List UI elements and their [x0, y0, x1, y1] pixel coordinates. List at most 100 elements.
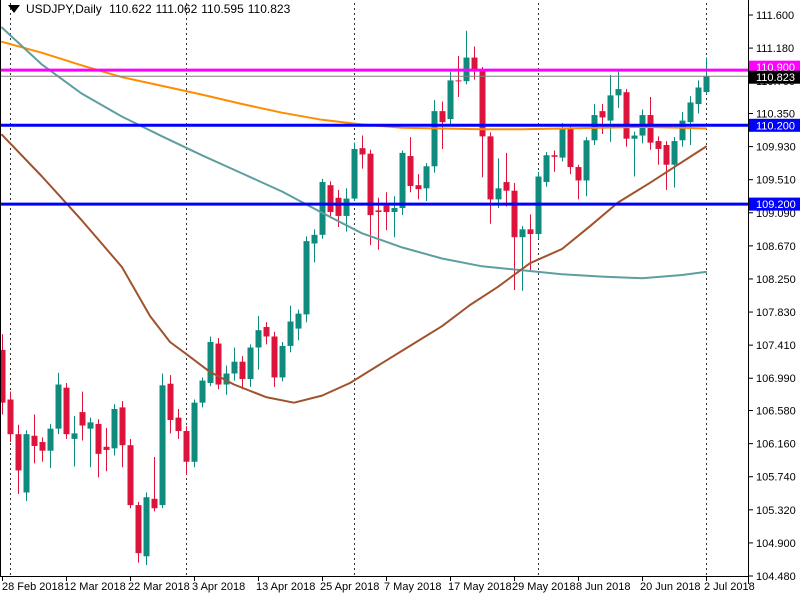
bear-candle-body [39, 442, 46, 451]
bull-candle-body [423, 166, 430, 189]
bear-candle-body [375, 210, 382, 212]
bull-candle-body [543, 155, 550, 183]
ma-cadetblue-line [1, 26, 707, 280]
bear-candle-body [455, 80, 462, 82]
x-axis-label: 20 Jun 2018 [640, 581, 701, 593]
bull-candle-body [71, 433, 78, 439]
bull-candle-body [615, 89, 622, 96]
bull-candle-body [695, 87, 702, 105]
price-box-110.200 [749, 118, 800, 132]
bear-candle-body [7, 399, 14, 435]
bear-candle-body [503, 182, 510, 191]
chart-title: USDJPY,Daily 110.622 111.062 110.595 110.82… [26, 2, 294, 16]
price-box-label: 110.200 [756, 120, 795, 132]
bear-candle-body [335, 197, 342, 216]
bear-candle-body [415, 185, 422, 190]
bull-candle-body [687, 102, 694, 123]
bull-candle-body [495, 188, 502, 200]
bear-candle-body [0, 349, 6, 403]
y-axis-label: 111.180 [756, 43, 794, 55]
bull-candle-body [431, 111, 438, 167]
bear-candle-body [479, 70, 486, 137]
price-box-label: 109.200 [756, 199, 796, 211]
bull-candle-body [247, 347, 254, 380]
bear-candle-body [135, 505, 142, 554]
bull-candle-body [391, 208, 398, 212]
bull-candle-body [255, 330, 262, 348]
bear-candle-body [183, 431, 190, 462]
bull-candle-body [703, 76, 710, 93]
bull-candle-body [519, 229, 526, 238]
bull-candle-body [23, 434, 30, 493]
y-axis-label: 110.350 [756, 108, 795, 120]
bull-candle-body [631, 135, 638, 139]
bear-candle-body [359, 148, 366, 155]
bear-candle-body [487, 136, 494, 200]
y-axis-label: 111.600 [756, 10, 794, 22]
bear-candle-body [239, 361, 246, 380]
bear-candle-body [327, 185, 334, 212]
y-axis-label: 107.410 [756, 340, 796, 352]
x-axis-label: 22 Mar 2018 [128, 581, 190, 593]
bear-candle-body [151, 498, 158, 509]
bear-candle-body [271, 336, 278, 378]
bear-candle-body [15, 434, 22, 471]
bear-candle-body [31, 435, 38, 446]
bear-candle-body [167, 383, 174, 420]
x-axis-label: 7 May 2018 [384, 581, 441, 593]
x-axis-label: 13 Apr 2018 [256, 581, 315, 593]
bull-candle-body [191, 402, 198, 462]
bear-candle-body [79, 412, 86, 426]
x-axis-label: 2 Jul 2018 [704, 581, 755, 593]
bull-candle-body [295, 313, 302, 329]
y-axis-label: 104.900 [756, 538, 796, 550]
bear-candle-body [471, 57, 478, 71]
bear-candle-body [575, 167, 582, 181]
bull-candle-body [351, 148, 358, 199]
ma-brown-line [1, 133, 707, 404]
x-axis-label: 25 Apr 2018 [320, 581, 379, 593]
bear-candle-body [567, 127, 574, 168]
bear-candle-body [655, 141, 662, 149]
price-box-110.823 [749, 70, 800, 84]
bull-candle-body [47, 428, 54, 451]
bull-candle-body [559, 128, 566, 158]
ohlc-high-value: 111.062 [155, 2, 198, 16]
bull-candle-body [679, 120, 686, 141]
ohlc-close-value: 110.823 [247, 2, 291, 16]
bull-candle-body [319, 182, 326, 235]
y-axis-label: 109.510 [756, 175, 796, 187]
bear-candle-body [439, 111, 446, 123]
bear-candle-body [647, 115, 654, 143]
y-axis-label: 108.670 [756, 241, 796, 253]
bear-candle-body [527, 229, 534, 235]
y-axis-label: 104.480 [756, 571, 796, 583]
bull-candle-body [231, 361, 238, 374]
x-axis-label: 12 Mar 2018 [64, 581, 126, 593]
bear-candle-body [599, 111, 606, 118]
ohlc-open-value: 110.622 [109, 2, 152, 16]
bull-candle-body [223, 373, 230, 385]
bull-candle-body [207, 341, 214, 383]
x-axis-label: 8 Jun 2018 [576, 581, 630, 593]
bear-candle-body [367, 153, 374, 216]
bull-candle-body [583, 140, 590, 181]
bull-candle-body [55, 384, 62, 429]
bear-candle-body [119, 407, 126, 446]
x-axis-label: 28 Feb 2018 [2, 581, 64, 593]
bull-candle-body [311, 234, 318, 244]
bear-candle-body [511, 190, 518, 238]
y-axis-label: 109.930 [756, 142, 796, 154]
bull-candle-body [343, 198, 350, 216]
bull-candle-body [287, 321, 294, 346]
bear-candle-body [103, 446, 110, 450]
bear-candle-body [175, 417, 182, 432]
bear-candle-body [95, 423, 102, 454]
price-box-110.900 [749, 60, 800, 74]
bear-candle-body [215, 343, 222, 385]
bear-candle-body [663, 145, 670, 165]
bull-candle-body [143, 497, 150, 557]
